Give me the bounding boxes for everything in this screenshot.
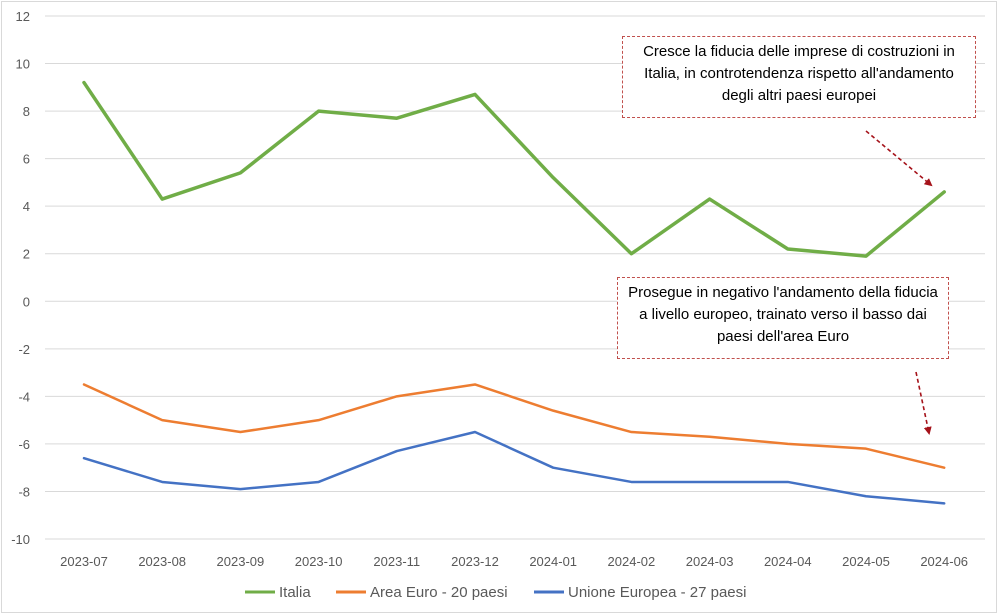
y-tick-label: -4	[18, 389, 30, 404]
y-tick-label: -2	[18, 342, 30, 357]
y-tick-label: 6	[23, 152, 30, 167]
y-tick-label: -10	[11, 532, 30, 547]
x-tick-label: 2023-12	[451, 554, 499, 569]
legend-label-3: Unione Europea - 27 paesi	[568, 584, 746, 601]
x-tick-label: 2023-11	[373, 554, 420, 569]
legend: Italia Area Euro - 20 paesi Unione Europea…	[245, 584, 746, 601]
annotation-italy: Cresce la fiducia delle imprese di costr…	[622, 36, 976, 118]
annotation-arrow-europe	[915, 371, 932, 435]
annotation-arrow-italy	[865, 130, 933, 187]
x-tick-label: 2023-07	[60, 554, 108, 569]
x-tick-label: 2024-05	[842, 554, 890, 569]
x-tick-label: 2024-02	[608, 554, 656, 569]
gridlines	[45, 15, 985, 540]
y-tick-label: 2	[23, 247, 30, 262]
y-tick-label: -6	[18, 437, 30, 452]
y-tick-label: 8	[23, 104, 30, 119]
annotation-arrows	[865, 130, 933, 435]
x-tick-label: 2024-01	[529, 554, 577, 569]
x-tick-label: 2023-09	[217, 554, 265, 569]
x-tick-label: 2023-10	[295, 554, 343, 569]
x-axis-tick-labels: 2023-07 2023-08 2023-09 2023-10 2023-11 2023-…	[60, 554, 968, 569]
series-lines	[82, 80, 946, 505]
legend-label-2: Area Euro - 20 paesi	[370, 584, 508, 601]
x-tick-label: 2024-04	[764, 554, 812, 569]
y-tick-label: 4	[23, 199, 30, 214]
series-line-3	[82, 430, 946, 505]
x-tick-label: 2023-08	[138, 554, 186, 569]
series-line-2	[82, 383, 946, 469]
annotation-europe: Prosegue in negativo l'andamento della f…	[617, 277, 949, 359]
series-line-1	[82, 80, 946, 258]
y-tick-label: 10	[16, 57, 30, 72]
y-tick-label: 12	[16, 9, 30, 24]
x-tick-label: 2024-03	[686, 554, 734, 569]
y-tick-label: 0	[23, 294, 30, 309]
y-axis-tick-labels: 12 10 8 6 4 2 0 -2 -4 -6 -8 -10	[11, 9, 30, 547]
y-tick-label: -8	[18, 484, 30, 499]
x-tick-label: 2024-06	[920, 554, 968, 569]
legend-label-1: Italia	[279, 584, 311, 601]
